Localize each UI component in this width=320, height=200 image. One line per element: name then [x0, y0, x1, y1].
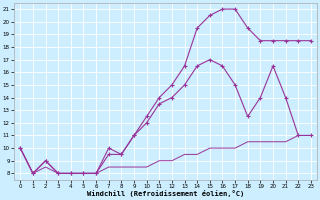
X-axis label: Windchill (Refroidissement éolien,°C): Windchill (Refroidissement éolien,°C): [87, 190, 244, 197]
